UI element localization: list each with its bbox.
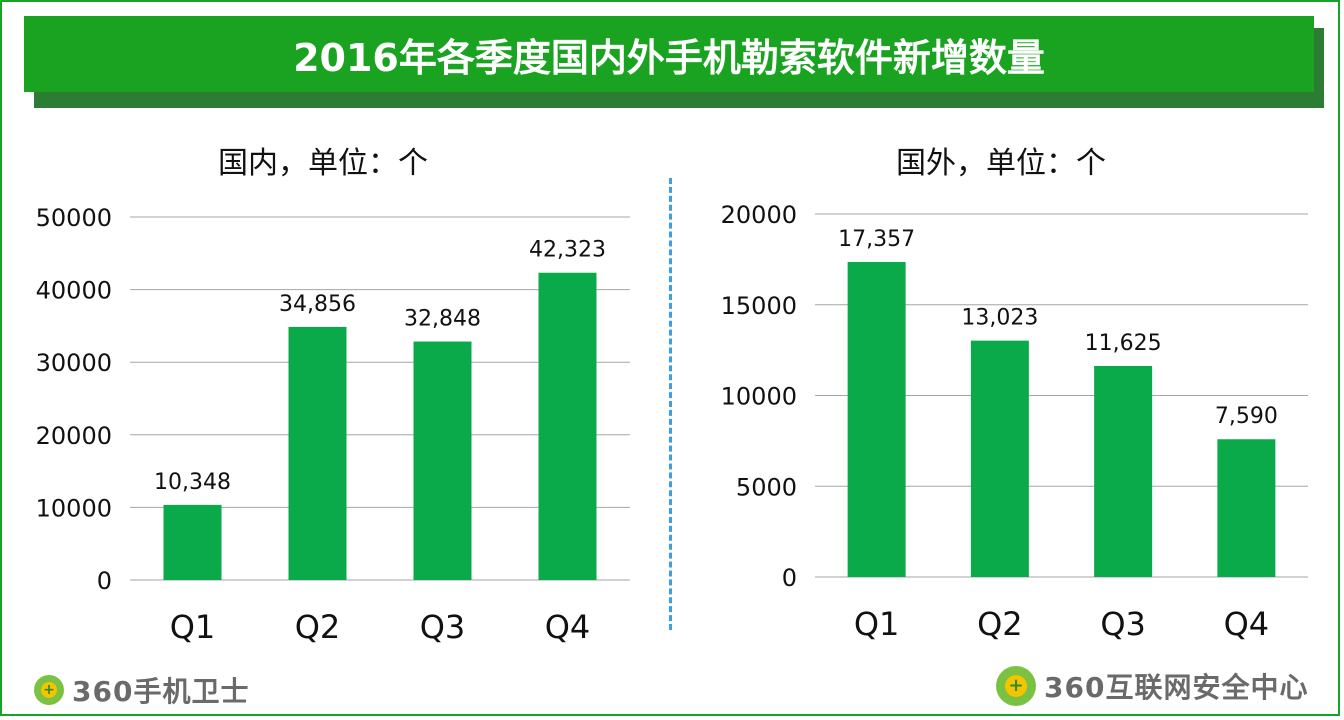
x-tick-label: Q3 bbox=[1100, 605, 1146, 643]
x-tick-label: Q1 bbox=[170, 608, 216, 646]
y-tick-label: 20000 bbox=[36, 422, 112, 450]
dashed-divider bbox=[669, 178, 672, 630]
y-tick-label: 5000 bbox=[736, 473, 797, 501]
data-label: 10,348 bbox=[154, 470, 231, 495]
bar bbox=[1217, 439, 1276, 577]
overseas-chart-title: 国外，单位：个 bbox=[896, 146, 1106, 181]
logo-360-mobile-safe: + 360手机卫士 bbox=[34, 670, 249, 710]
x-tick-label: Q4 bbox=[545, 608, 591, 646]
y-tick-label: 0 bbox=[782, 564, 797, 592]
y-tick-label: 15000 bbox=[721, 292, 797, 320]
bar bbox=[847, 261, 906, 577]
logo-360-internet-security-center: + 360互联网安全中心 bbox=[996, 666, 1308, 706]
x-tick-label: Q1 bbox=[854, 605, 900, 643]
x-tick-label: Q2 bbox=[977, 605, 1023, 643]
data-label: 17,357 bbox=[838, 227, 915, 252]
y-tick-label: 40000 bbox=[36, 277, 112, 305]
x-tick-label: Q4 bbox=[1224, 605, 1270, 643]
bar bbox=[413, 341, 472, 580]
title-banner: 2016年各季度国内外手机勒索软件新增数量 bbox=[24, 16, 1314, 92]
bar bbox=[1094, 366, 1153, 577]
data-label: 34,856 bbox=[279, 292, 356, 317]
data-label: 13,023 bbox=[961, 306, 1038, 331]
domestic-chart-title: 国内，单位：个 bbox=[218, 146, 428, 181]
y-tick-label: 50000 bbox=[36, 204, 112, 232]
bar bbox=[163, 504, 222, 580]
data-label: 42,323 bbox=[529, 238, 606, 263]
x-tick-label: Q3 bbox=[420, 608, 466, 646]
laurel-plus-icon: + bbox=[996, 666, 1036, 706]
bar bbox=[288, 326, 347, 580]
domestic-bar-chart: 0 10000 20000 30000 40000 50000 10,348 Q1 34,856… bbox=[36, 204, 630, 646]
y-tick-label: 10000 bbox=[36, 494, 112, 522]
bar bbox=[970, 340, 1029, 577]
y-tick-label: 20000 bbox=[721, 201, 797, 229]
y-tick-label: 10000 bbox=[721, 383, 797, 411]
x-tick-label: Q2 bbox=[295, 608, 341, 646]
data-label: 11,625 bbox=[1085, 331, 1162, 356]
overseas-bar-chart: 0 5000 10000 15000 20000 17,357 Q1 13,023 Q2 11,6… bbox=[721, 201, 1308, 643]
logo-right-text: 360互联网安全中心 bbox=[1044, 671, 1309, 704]
y-tick-label: 30000 bbox=[36, 349, 112, 377]
y-tick-label: 0 bbox=[97, 567, 112, 595]
data-label: 7,590 bbox=[1215, 404, 1278, 429]
slide-title: 2016年各季度国内外手机勒索软件新增数量 bbox=[293, 35, 1045, 80]
logo-left-text: 360手机卫士 bbox=[72, 675, 250, 708]
shield-plus-icon: + bbox=[34, 675, 64, 705]
bar bbox=[538, 272, 597, 580]
data-label: 32,848 bbox=[404, 307, 481, 332]
